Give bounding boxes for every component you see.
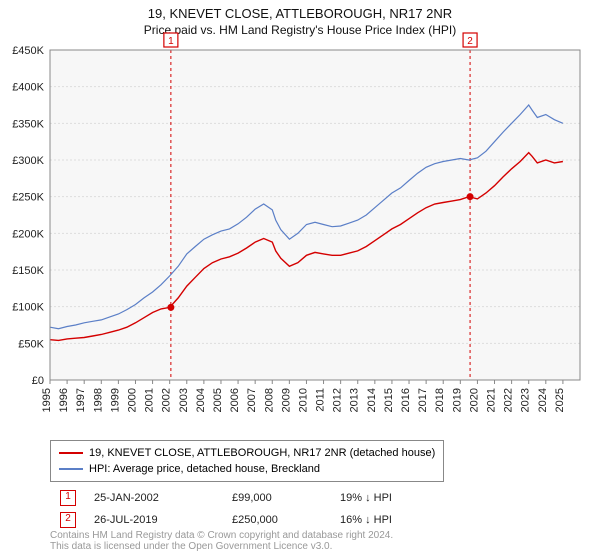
svg-text:2022: 2022 bbox=[503, 388, 515, 412]
svg-text:£150K: £150K bbox=[12, 265, 44, 277]
legend-item: HPI: Average price, detached house, Brec… bbox=[59, 461, 435, 477]
svg-text:2003: 2003 bbox=[178, 388, 190, 412]
svg-text:2025: 2025 bbox=[554, 388, 566, 412]
svg-text:2001: 2001 bbox=[144, 388, 156, 412]
table-row: 1 25-JAN-2002£99,00019% ↓ HPI bbox=[52, 488, 400, 508]
price-chart: £0 £50K £100K £150K £200K £250K £300K £350K £400… bbox=[0, 0, 600, 435]
svg-text:2015: 2015 bbox=[383, 388, 395, 412]
svg-text:2011: 2011 bbox=[315, 388, 327, 412]
svg-text:2: 2 bbox=[467, 36, 473, 47]
svg-text:2023: 2023 bbox=[520, 388, 532, 412]
svg-text:2008: 2008 bbox=[263, 388, 275, 412]
legend-label: 19, KNEVET CLOSE, ATTLEBOROUGH, NR17 2NR… bbox=[89, 447, 435, 459]
svg-text:£300K: £300K bbox=[12, 155, 44, 167]
svg-text:2012: 2012 bbox=[332, 388, 344, 412]
svg-text:1995: 1995 bbox=[41, 388, 53, 412]
legend-item: 19, KNEVET CLOSE, ATTLEBOROUGH, NR17 2NR… bbox=[59, 445, 435, 461]
event-date: 26-JUL-2019 bbox=[86, 510, 222, 530]
svg-text:2007: 2007 bbox=[246, 388, 258, 412]
svg-text:2013: 2013 bbox=[349, 388, 361, 412]
svg-text:2006: 2006 bbox=[229, 388, 241, 412]
svg-text:2020: 2020 bbox=[468, 388, 480, 412]
svg-text:2002: 2002 bbox=[161, 388, 173, 412]
legend-label: HPI: Average price, detached house, Brec… bbox=[89, 463, 320, 475]
svg-text:£200K: £200K bbox=[12, 228, 44, 240]
event-delta: 19% ↓ HPI bbox=[332, 488, 400, 508]
event-chip: 1 bbox=[60, 490, 76, 506]
svg-text:1997: 1997 bbox=[75, 388, 87, 412]
event-marker-2 bbox=[467, 193, 474, 200]
svg-text:2021: 2021 bbox=[486, 388, 498, 412]
event-price: £99,000 bbox=[224, 488, 330, 508]
svg-text:£50K: £50K bbox=[18, 338, 44, 350]
svg-text:1999: 1999 bbox=[109, 388, 121, 412]
license-line: This data is licensed under the Open Gov… bbox=[50, 541, 393, 552]
legend-swatch bbox=[59, 468, 83, 470]
svg-text:£450K: £450K bbox=[12, 45, 44, 57]
svg-text:2009: 2009 bbox=[280, 388, 292, 412]
svg-text:£0: £0 bbox=[32, 375, 44, 387]
svg-text:2017: 2017 bbox=[417, 388, 429, 412]
svg-text:2000: 2000 bbox=[126, 388, 138, 412]
svg-text:1: 1 bbox=[168, 36, 174, 47]
event-delta: 16% ↓ HPI bbox=[332, 510, 400, 530]
svg-text:2014: 2014 bbox=[366, 388, 378, 412]
svg-text:2024: 2024 bbox=[537, 388, 549, 412]
license-line: Contains HM Land Registry data © Crown c… bbox=[50, 530, 393, 541]
table-row: 2 26-JUL-2019£250,00016% ↓ HPI bbox=[52, 510, 400, 530]
svg-text:1998: 1998 bbox=[92, 388, 104, 412]
event-date: 25-JAN-2002 bbox=[86, 488, 222, 508]
events-table: 1 25-JAN-2002£99,00019% ↓ HPI 2 26-JUL-2019… bbox=[50, 486, 402, 532]
legend-swatch bbox=[59, 452, 83, 454]
svg-text:2016: 2016 bbox=[400, 388, 412, 412]
svg-text:£400K: £400K bbox=[12, 82, 44, 94]
svg-text:2019: 2019 bbox=[451, 388, 463, 412]
svg-text:2010: 2010 bbox=[297, 388, 309, 412]
event-chip: 2 bbox=[60, 512, 76, 528]
svg-text:£250K: £250K bbox=[12, 192, 44, 204]
event-marker-1 bbox=[167, 304, 174, 311]
svg-text:2018: 2018 bbox=[434, 388, 446, 412]
svg-text:£350K: £350K bbox=[12, 118, 44, 130]
svg-text:1996: 1996 bbox=[58, 388, 70, 412]
svg-text:2005: 2005 bbox=[212, 388, 224, 412]
svg-text:2004: 2004 bbox=[195, 388, 207, 412]
chart-legend: 19, KNEVET CLOSE, ATTLEBOROUGH, NR17 2NR… bbox=[50, 440, 444, 482]
license-text: Contains HM Land Registry data © Crown c… bbox=[50, 530, 393, 552]
event-price: £250,000 bbox=[224, 510, 330, 530]
svg-text:£100K: £100K bbox=[12, 302, 44, 314]
